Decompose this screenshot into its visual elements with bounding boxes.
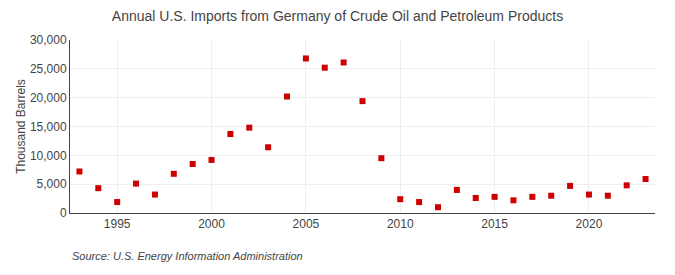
svg-text:0: 0 [60,206,67,220]
svg-text:2015: 2015 [481,217,508,231]
svg-text:15,000: 15,000 [30,120,67,134]
svg-text:5,000: 5,000 [37,177,67,191]
svg-text:Source: U.S. Energy Informatio: Source: U.S. Energy Information Administ… [72,250,303,262]
svg-text:1995: 1995 [104,217,131,231]
svg-text:25,000: 25,000 [30,62,67,76]
svg-text:Thousand Barrels: Thousand Barrels [14,79,28,174]
svg-text:10,000: 10,000 [30,149,67,163]
svg-text:30,000: 30,000 [30,33,67,47]
svg-text:2000: 2000 [198,217,225,231]
svg-text:2020: 2020 [576,217,603,231]
svg-text:20,000: 20,000 [30,91,67,105]
svg-text:2005: 2005 [293,217,320,231]
svg-text:Annual U.S. Imports from Germa: Annual U.S. Imports from Germany of Crud… [112,8,563,24]
svg-text:2010: 2010 [387,217,414,231]
